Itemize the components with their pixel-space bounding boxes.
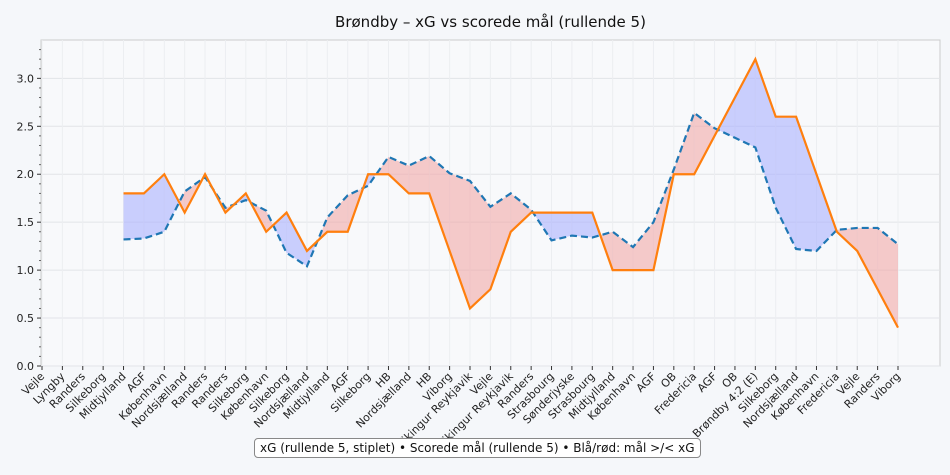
fill-below-xg xyxy=(633,222,654,271)
y-tick-label: 0.0 xyxy=(17,360,35,373)
fill-above-xg xyxy=(123,193,144,240)
fill-above-xg xyxy=(796,116,817,251)
fill-below-xg xyxy=(612,231,634,271)
fill-above-xg xyxy=(551,212,572,241)
y-tick-label: 2.0 xyxy=(17,168,35,181)
fill-above-xg xyxy=(143,174,165,239)
xg-line xyxy=(123,111,899,268)
fill-above-xg xyxy=(533,212,552,241)
goals-line xyxy=(123,56,899,329)
chart-title: Brøndby – xG vs scorede mål (rullende 5) xyxy=(335,13,646,31)
fill-above-xg xyxy=(286,212,307,267)
legend-note: xG (rullende 5, stiplet) • Scorede mål (… xyxy=(254,438,701,458)
fill-below-xg xyxy=(694,112,715,175)
fill-below-xg xyxy=(510,193,532,232)
fill-above-xg xyxy=(571,212,593,238)
x-tick-label: AGF xyxy=(695,370,720,395)
fill-below-xg xyxy=(408,156,430,194)
fill-above-xg xyxy=(734,59,756,148)
y-tick-label: 2.5 xyxy=(17,120,35,133)
fill-below-xg xyxy=(449,173,470,309)
fill-above-xg xyxy=(755,59,776,208)
fill-above-xg xyxy=(368,174,377,186)
fill-below-xg xyxy=(429,156,450,251)
fill-above-xg xyxy=(816,174,837,251)
x-tick-label: AGF xyxy=(634,370,659,395)
fill-below-xg xyxy=(179,191,185,213)
fill-below-xg xyxy=(857,227,878,290)
fill-above-xg xyxy=(164,174,180,232)
fill-above-xg xyxy=(775,116,797,250)
fill-below-xg xyxy=(490,193,511,290)
y-tick-label: 0.5 xyxy=(17,312,35,325)
fill-below-xg xyxy=(877,227,898,328)
fill-below-xg xyxy=(470,180,491,309)
fill-below-xg xyxy=(388,156,409,194)
y-tick-label: 1.0 xyxy=(17,264,35,277)
y-tick-label: 3.0 xyxy=(17,72,35,85)
y-tick-label: 1.5 xyxy=(17,216,35,229)
fill-below-xg xyxy=(327,195,348,232)
